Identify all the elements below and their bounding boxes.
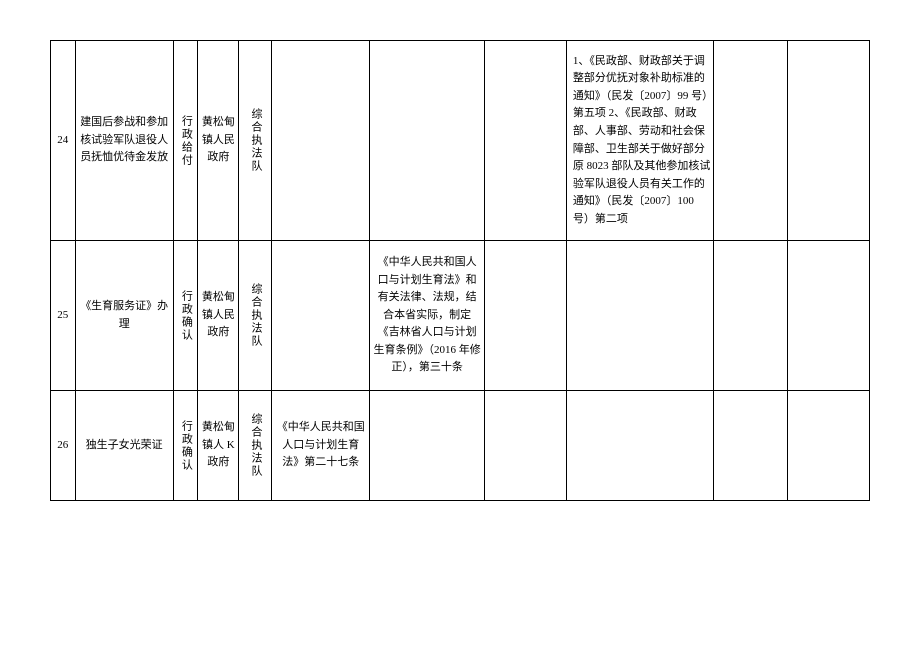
cell-type: 行政确认 (173, 241, 198, 391)
cell-law4 (566, 391, 713, 501)
cell-law1 (272, 241, 370, 391)
cell-law2 (370, 391, 485, 501)
cell-dept: 综合执法队 (239, 41, 272, 241)
cell-type: 行政确认 (173, 391, 198, 501)
cell-rem2 (788, 41, 870, 241)
cell-law1: 《中华人民共和国人口与计划生育法》第二十七条 (272, 391, 370, 501)
cell-org: 黄松甸镇人民政府 (198, 241, 239, 391)
cell-rem (714, 41, 788, 241)
cell-law1 (272, 41, 370, 241)
data-table: 24 建国后参战和参加核试验军队退役人员抚恤优待金发放 行政给付 黄松甸镇人民政… (50, 40, 870, 501)
cell-law3 (485, 41, 567, 241)
cell-rem (714, 241, 788, 391)
table-row: 25 《生育服务证》办理 行政确认 黄松甸镇人民政府 综合执法队 《中华人民共和… (51, 241, 870, 391)
cell-idx: 25 (51, 241, 76, 391)
cell-name: 独生子女光荣证 (75, 391, 173, 501)
cell-idx: 26 (51, 391, 76, 501)
cell-law2: 《中华人民共和国人口与计划生育法》和有关法律、法规，结合本省实际，制定《吉林省人… (370, 241, 485, 391)
cell-dept: 综合执法队 (239, 241, 272, 391)
table-row: 26 独生子女光荣证 行政确认 黄松甸镇人 K 政府 综合执法队 《中华人民共和… (51, 391, 870, 501)
cell-rem2 (788, 241, 870, 391)
cell-law4: 1、《民政部、财政部关于调整部分优抚对象补助标准的通知》（民发〔2007〕99 … (566, 41, 713, 241)
cell-type: 行政给付 (173, 41, 198, 241)
cell-name: 《生育服务证》办理 (75, 241, 173, 391)
cell-law4 (566, 241, 713, 391)
cell-law3 (485, 391, 567, 501)
cell-rem2 (788, 391, 870, 501)
cell-law3 (485, 241, 567, 391)
cell-org: 黄松甸镇人 K 政府 (198, 391, 239, 501)
cell-name: 建国后参战和参加核试验军队退役人员抚恤优待金发放 (75, 41, 173, 241)
cell-rem (714, 391, 788, 501)
table-row: 24 建国后参战和参加核试验军队退役人员抚恤优待金发放 行政给付 黄松甸镇人民政… (51, 41, 870, 241)
cell-law2 (370, 41, 485, 241)
cell-org: 黄松甸镇人民政府 (198, 41, 239, 241)
cell-idx: 24 (51, 41, 76, 241)
cell-dept: 综合执法队 (239, 391, 272, 501)
